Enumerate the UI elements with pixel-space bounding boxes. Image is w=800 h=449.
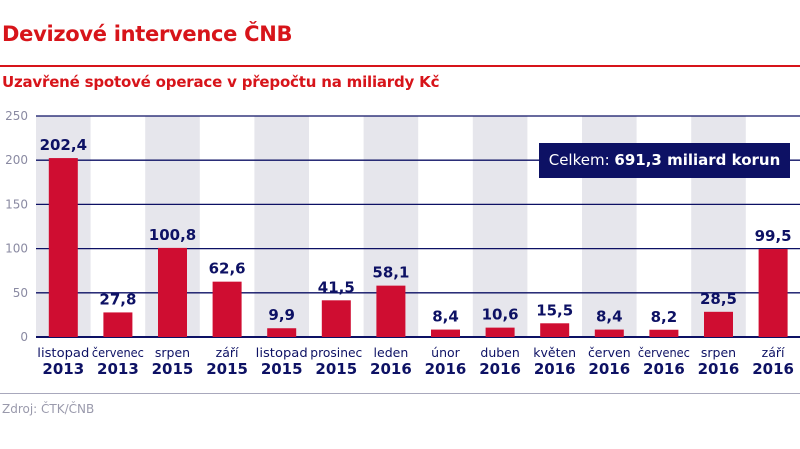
source-note: Zdroj: ČTK/ČNB xyxy=(2,402,95,416)
y-tick-label: 50 xyxy=(13,286,28,300)
x-tick-year: 2015 xyxy=(261,360,303,378)
x-tick-year: 2013 xyxy=(42,360,84,378)
bar xyxy=(376,285,406,337)
bar xyxy=(649,329,679,337)
bar xyxy=(758,249,788,337)
x-tick-year: 2016 xyxy=(643,360,685,378)
y-tick-label: 150 xyxy=(5,197,28,211)
x-tick-year: 2015 xyxy=(206,360,248,378)
x-tick-year: 2016 xyxy=(425,360,467,378)
data-label: 99,5 xyxy=(755,227,792,245)
x-tick-month: srpen xyxy=(701,345,736,360)
x-tick-year: 2013 xyxy=(97,360,139,378)
bar xyxy=(158,247,187,337)
x-tick-month: květen xyxy=(533,345,576,360)
x-tick-month: listopad xyxy=(37,345,89,360)
data-label: 15,5 xyxy=(536,301,573,319)
data-label: 8,4 xyxy=(432,308,459,326)
data-label: 62,6 xyxy=(209,260,246,278)
y-tick-label: 100 xyxy=(5,242,28,256)
x-tick-month: listopad xyxy=(256,345,308,360)
column-band xyxy=(472,116,528,337)
footer-divider xyxy=(0,393,800,394)
x-tick-month: červen xyxy=(588,345,631,360)
x-tick-month: leden xyxy=(374,345,409,360)
x-tick-year: 2016 xyxy=(698,360,740,378)
bar xyxy=(212,281,242,337)
x-tick-month: září xyxy=(216,345,239,360)
total-value: 691,3 miliard korun xyxy=(614,151,781,169)
x-tick-month: červenec xyxy=(92,345,144,360)
data-label: 8,4 xyxy=(596,308,623,326)
x-tick-month: únor xyxy=(431,345,460,360)
bar-chart: 050100150200250202,4listopad201327,8červ… xyxy=(5,109,800,378)
data-label: 100,8 xyxy=(149,226,196,244)
data-label: 41,5 xyxy=(318,278,355,296)
data-label: 9,9 xyxy=(268,306,295,324)
x-tick-year: 2016 xyxy=(752,360,794,378)
chart-title: Devizové intervence ČNB xyxy=(2,22,293,46)
column-band xyxy=(254,116,309,337)
bar xyxy=(704,311,733,337)
x-tick-year: 2015 xyxy=(315,360,357,378)
x-tick-year: 2016 xyxy=(370,360,412,378)
x-tick-year: 2016 xyxy=(588,360,630,378)
chart-subtitle: Uzavřené spotové operace v přepočtu na m… xyxy=(2,73,440,91)
title-divider xyxy=(0,65,800,67)
data-label: 27,8 xyxy=(99,290,136,308)
bar xyxy=(103,312,133,337)
x-tick-month: prosinec xyxy=(310,345,362,360)
y-tick-label: 250 xyxy=(5,109,28,123)
data-label: 28,5 xyxy=(700,290,737,308)
x-tick-month: srpen xyxy=(155,345,190,360)
bar xyxy=(594,329,624,337)
bar xyxy=(485,327,515,337)
x-tick-year: 2016 xyxy=(479,360,521,378)
bar xyxy=(267,328,297,337)
bar xyxy=(321,300,351,337)
total-label: Celkem: xyxy=(548,151,610,169)
bar xyxy=(431,329,460,337)
x-tick-month: červenec xyxy=(638,345,690,360)
x-tick-month: duben xyxy=(480,345,519,360)
total-callout: Celkem: 691,3 miliard korun xyxy=(539,143,790,178)
data-label: 8,2 xyxy=(651,308,678,326)
x-tick-month: září xyxy=(762,345,785,360)
x-tick-year: 2016 xyxy=(534,360,576,378)
bar xyxy=(540,323,570,337)
data-label: 202,4 xyxy=(40,136,87,154)
data-label: 10,6 xyxy=(482,306,519,324)
data-label: 58,1 xyxy=(372,264,409,282)
y-tick-label: 0 xyxy=(20,330,28,344)
bar xyxy=(48,158,78,337)
y-tick-label: 200 xyxy=(5,153,28,167)
x-tick-year: 2015 xyxy=(152,360,194,378)
